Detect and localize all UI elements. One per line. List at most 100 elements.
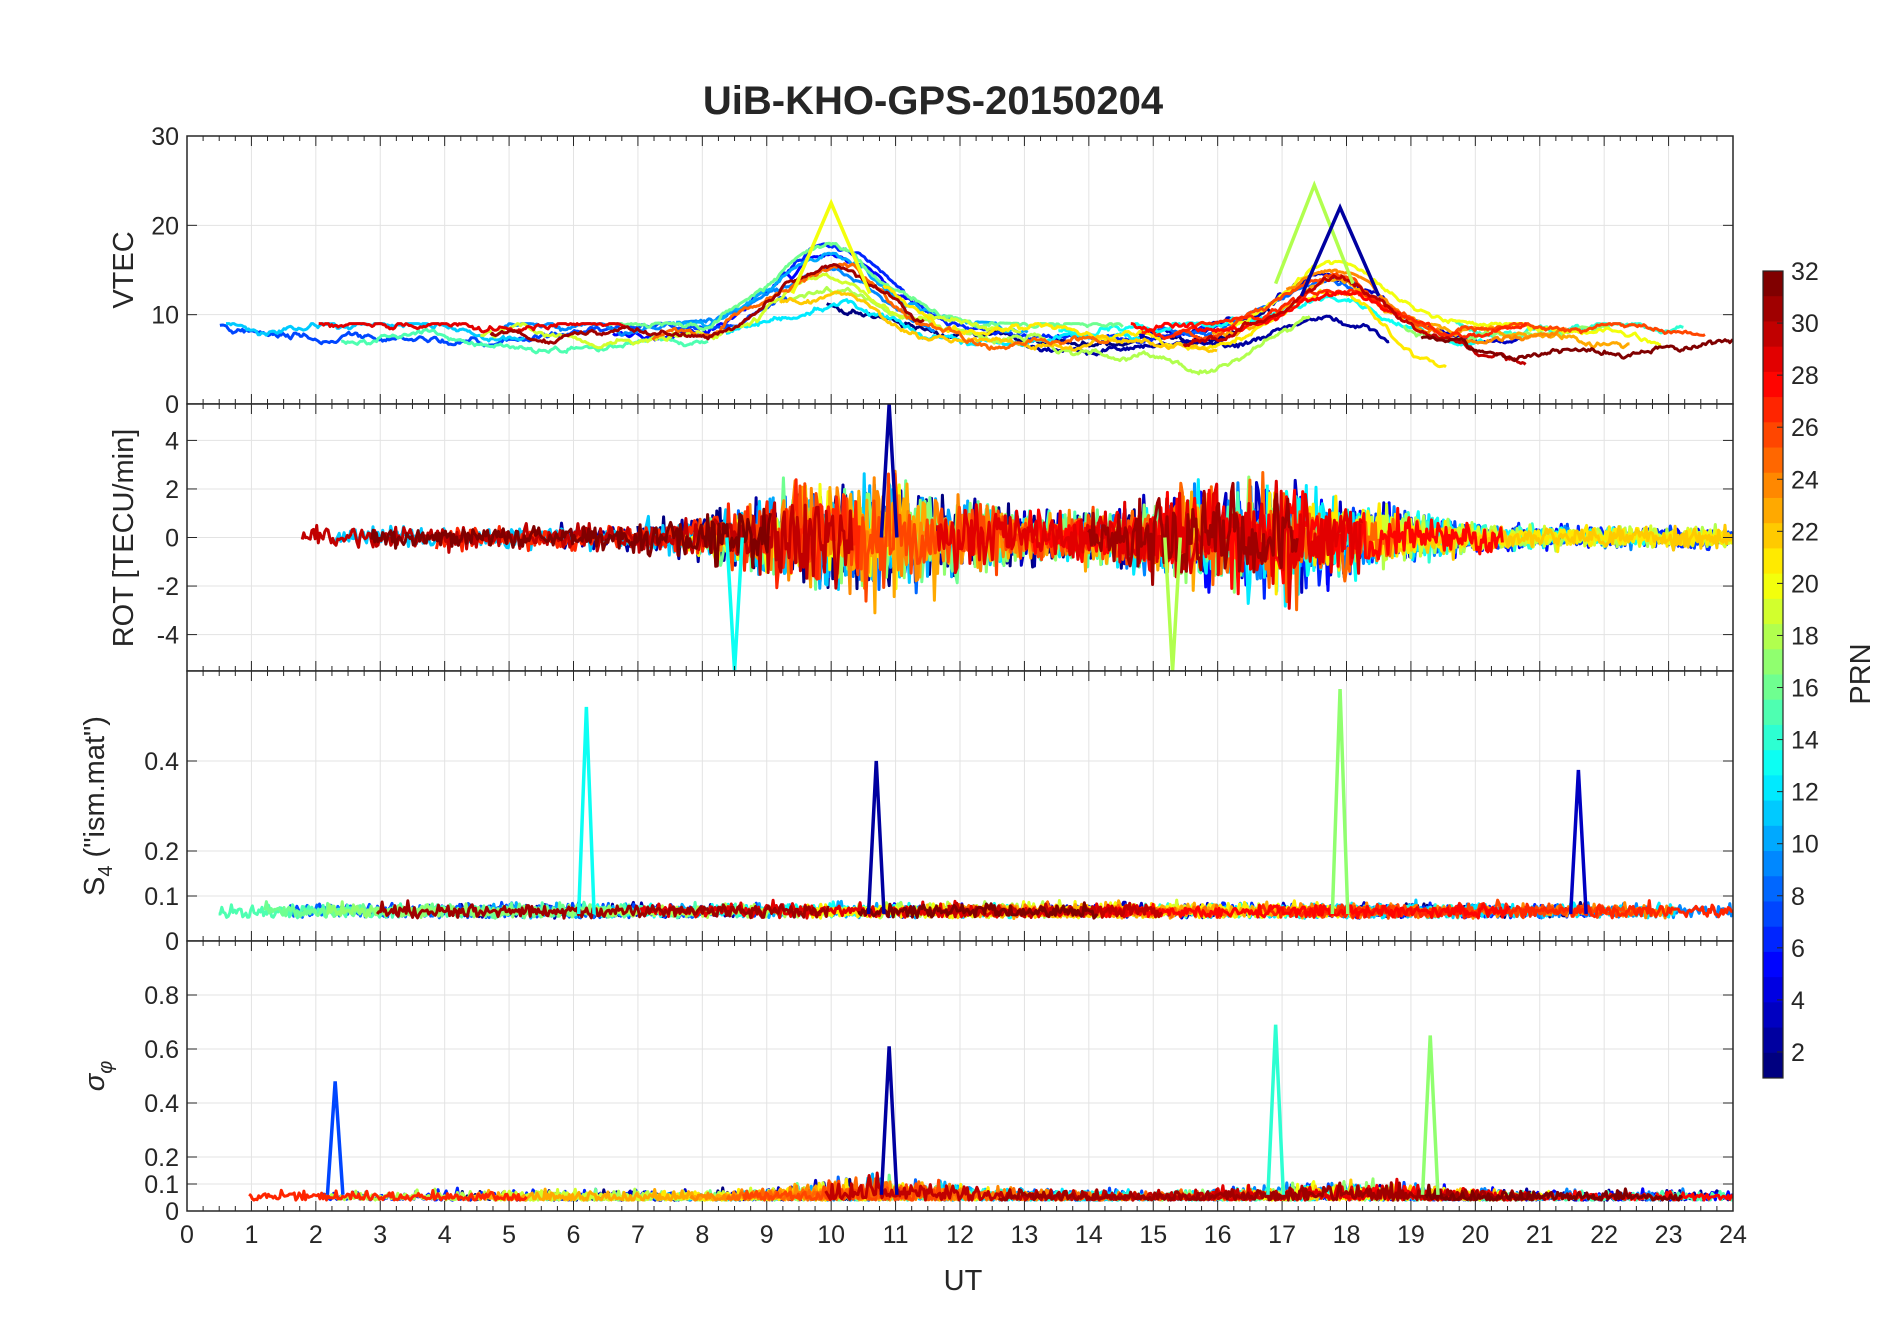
x-axis-label: UT (944, 1265, 983, 1297)
x-tick-label: 22 (1590, 1221, 1618, 1249)
y-tick-label: 2 (165, 476, 179, 504)
y-tick-label: 0.4 (144, 1090, 179, 1118)
y-tick-label: 0.1 (144, 883, 179, 911)
y-tick-label: 4 (165, 427, 179, 455)
colorbar-segment (1763, 523, 1783, 549)
colorbar-segment (1763, 750, 1783, 776)
colorbar-segment (1763, 951, 1783, 978)
x-tick-label: 16 (1204, 1221, 1232, 1249)
y-axis-label: σφ (79, 1061, 117, 1092)
panel-s4: 0 0.1 0.2 0.4 S4 ("ism.mat") (79, 670, 1734, 956)
colorbar-tick-label: 32 (1791, 258, 1819, 286)
y-tick-label: 0 (165, 928, 179, 956)
peak-prn-18 (1163, 537, 1183, 671)
peak-prn-14 (1266, 1024, 1286, 1195)
x-tick-label: 23 (1655, 1221, 1683, 1249)
y-axis-label: VTEC (108, 231, 140, 308)
figure-title: UiB-KHO-GPS-20150204 (703, 79, 1164, 123)
colorbar-tick-label: 16 (1791, 675, 1819, 703)
x-tick-label: 2 (309, 1221, 323, 1249)
colorbar-tick-label: 28 (1791, 362, 1819, 390)
trace-prn-28 (1025, 488, 1504, 596)
colorbar-segment (1763, 1052, 1783, 1079)
trace-prn-32 (857, 901, 1099, 920)
colorbar-segment (1763, 1002, 1783, 1029)
y-tick-label: 0.4 (144, 748, 179, 776)
y-tick-label: 0.1 (144, 1171, 179, 1199)
y-tick-label: 0.8 (144, 982, 179, 1010)
x-tick-label: 24 (1719, 1221, 1747, 1249)
colorbar-label: PRN (1845, 643, 1877, 704)
colorbar-segment (1763, 825, 1783, 852)
colorbar-segment (1763, 271, 1783, 297)
x-tick-label: 3 (373, 1221, 387, 1249)
x-tick-label: 18 (1333, 1221, 1361, 1249)
x-tick-label: 1 (244, 1221, 258, 1249)
panel-rot: -4 -2 0 2 4 ROT [TECU/min] (108, 403, 1734, 672)
peak-prn-13 (725, 537, 745, 671)
x-tick-label: 4 (438, 1221, 452, 1249)
colorbar-tick-label: 2 (1791, 1039, 1805, 1067)
colorbar-tick-label: 20 (1791, 570, 1819, 598)
x-tick-label: 17 (1268, 1221, 1296, 1249)
trace-prn-31 (1087, 481, 1299, 586)
colorbar-segment (1763, 699, 1783, 726)
peak-prn-18 (1274, 180, 1355, 285)
colorbar-segment (1763, 624, 1783, 650)
panel-vtec: 0 10 20 30 VTEC (108, 123, 1734, 419)
colorbar-segment (1763, 422, 1783, 449)
y-tick-label: 0.2 (144, 838, 179, 866)
trace-prn-31 (489, 263, 925, 345)
colorbar-segment (1763, 573, 1783, 600)
trace-prn-32 (370, 507, 772, 569)
trace-prn-26 (742, 1178, 947, 1202)
trace-prn-27 (248, 1188, 528, 1202)
y-tick-label: 30 (151, 123, 179, 151)
y-tick-label: 0 (165, 391, 179, 419)
y-tick-label: -4 (157, 622, 179, 650)
x-tick-label: 21 (1526, 1221, 1554, 1249)
colorbar-segment (1763, 548, 1783, 575)
trace-prn-32 (1424, 1183, 1684, 1202)
peak-prn-2 (879, 1046, 899, 1195)
x-tick-label: 6 (567, 1221, 581, 1249)
y-tick-label: 0 (165, 1198, 179, 1226)
trace-prn-28 (1100, 901, 1511, 920)
trace-prn-32 (1420, 335, 1733, 363)
x-tick-label: 5 (502, 1221, 516, 1249)
colorbar-segment (1763, 926, 1783, 953)
colorbar-segment (1763, 851, 1783, 877)
colorbar-segment (1763, 901, 1783, 928)
colorbar-segment (1763, 346, 1783, 373)
x-tick-label: 13 (1011, 1221, 1039, 1249)
trace-prn-22 (779, 290, 1218, 354)
peak-prn-2 (1299, 203, 1381, 297)
x-tick-label: 7 (631, 1221, 645, 1249)
colorbar-tick-label: 30 (1791, 310, 1819, 338)
x-tick-label: 14 (1075, 1221, 1103, 1249)
peak-prn-3 (1568, 769, 1588, 915)
colorbar-segment (1763, 674, 1783, 701)
colorbar-segment (1763, 800, 1783, 827)
colorbar-segment (1763, 724, 1783, 751)
trace-group (248, 1024, 1733, 1202)
colorbar-tick-label: 10 (1791, 831, 1819, 859)
y-tick-label: 0.2 (144, 1144, 179, 1172)
colorbar-segment (1763, 371, 1783, 398)
colorbar-segment (1763, 1027, 1783, 1054)
panel-sigma-phi: 00.10.20.40.60.80 1 2 3 4 5 6 7 8 9 10 11 12 13 14 15 16… (79, 940, 1747, 1249)
colorbar-tick-label: 6 (1791, 935, 1805, 963)
colorbar-tick-label: 4 (1791, 987, 1805, 1015)
colorbar-tick-label: 8 (1791, 883, 1805, 911)
peak-prn-7 (325, 1081, 345, 1195)
peak-prn-17 (1330, 688, 1350, 915)
colorbar-segment (1763, 598, 1783, 625)
peak-prn-2 (879, 404, 899, 538)
trace-prn-29 (318, 322, 626, 334)
trace-group (300, 404, 1733, 671)
colorbar-segment (1763, 775, 1783, 802)
x-tick-label: 9 (760, 1221, 774, 1249)
peak-prn-2 (866, 760, 886, 915)
y-axis-label: S4 ("ism.mat") (79, 716, 117, 896)
